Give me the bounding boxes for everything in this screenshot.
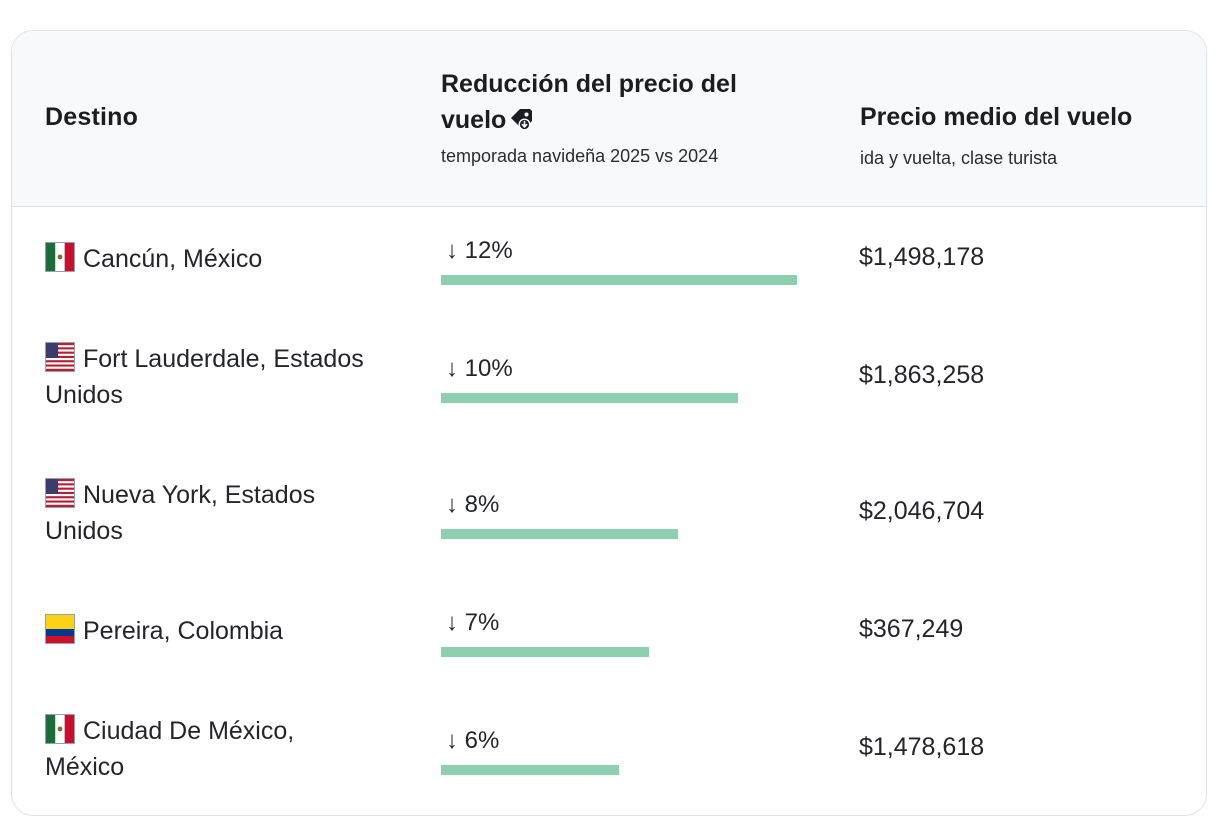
destination-cell: Fort Lauderdale, Estados Unidos bbox=[45, 341, 375, 413]
table-row: Ciudad De México, México ↓ 6% $1,478,618 bbox=[12, 697, 1206, 815]
price-label: $367,249 bbox=[859, 615, 964, 643]
reduction-label: ↓ 12% bbox=[446, 237, 513, 264]
header-reduccion-title: Reducción del precio del vuelo bbox=[441, 70, 737, 134]
destination-label: Nueva York, Estados Unidos bbox=[45, 481, 316, 545]
header-precio-sub: ida y vuelta, clase turista bbox=[860, 148, 1058, 168]
price-label: $1,863,258 bbox=[859, 361, 985, 389]
table-row: Cancún, México ↓ 12% $1,498,178 bbox=[12, 207, 1206, 325]
colombia-flag-icon bbox=[45, 614, 75, 644]
usa-flag-icon bbox=[45, 478, 75, 508]
reduction-bar bbox=[441, 393, 738, 403]
price-label: $1,478,618 bbox=[859, 733, 985, 761]
reduction-label: ↓ 6% bbox=[446, 727, 500, 754]
header-reduccion: Reducción del precio del vuelo temporada… bbox=[441, 66, 801, 167]
reduction-label: ↓ 8% bbox=[446, 491, 500, 518]
reduction-bar bbox=[441, 529, 678, 539]
table-row: Pereira, Colombia ↓ 7% $367,249 bbox=[12, 579, 1206, 697]
price-label: $1,498,178 bbox=[859, 243, 985, 271]
destination-cell: Cancún, México bbox=[45, 241, 375, 277]
header-precio: Precio medio del vuelo ida y vuelta, cla… bbox=[860, 103, 1132, 169]
header-destino: Destino bbox=[45, 103, 139, 131]
table-header: Destino Reducción del precio del vuelo t… bbox=[12, 31, 1206, 207]
reduction-label: ↓ 10% bbox=[446, 355, 513, 382]
reduction-bar bbox=[441, 647, 649, 657]
table-row: Fort Lauderdale, Estados Unidos ↓ 10% $1… bbox=[12, 325, 1206, 461]
reduction-label: ↓ 7% bbox=[446, 609, 500, 636]
destination-label: Cancún, México bbox=[83, 245, 263, 273]
mexico-flag-icon bbox=[45, 714, 75, 744]
table-row: Nueva York, Estados Unidos ↓ 8% $2,046,7… bbox=[12, 461, 1206, 579]
destination-label: Fort Lauderdale, Estados Unidos bbox=[45, 345, 364, 409]
reduction-bar bbox=[441, 275, 797, 285]
destination-cell: Pereira, Colombia bbox=[45, 613, 375, 649]
usa-flag-icon bbox=[45, 342, 75, 372]
reduction-bar bbox=[441, 765, 619, 775]
header-reduccion-sub: temporada navideña 2025 vs 2024 bbox=[441, 146, 719, 166]
destination-cell: Nueva York, Estados Unidos bbox=[45, 477, 375, 549]
flight-price-table: Destino Reducción del precio del vuelo t… bbox=[11, 30, 1207, 816]
price-tag-down-icon bbox=[508, 107, 534, 133]
price-label: $2,046,704 bbox=[859, 497, 985, 525]
destination-label: Ciudad De México, México bbox=[45, 717, 295, 781]
destination-cell: Ciudad De México, México bbox=[45, 713, 375, 785]
destination-label: Pereira, Colombia bbox=[83, 617, 284, 645]
mexico-flag-icon bbox=[45, 242, 75, 272]
header-precio-title: Precio medio del vuelo bbox=[860, 103, 1133, 131]
